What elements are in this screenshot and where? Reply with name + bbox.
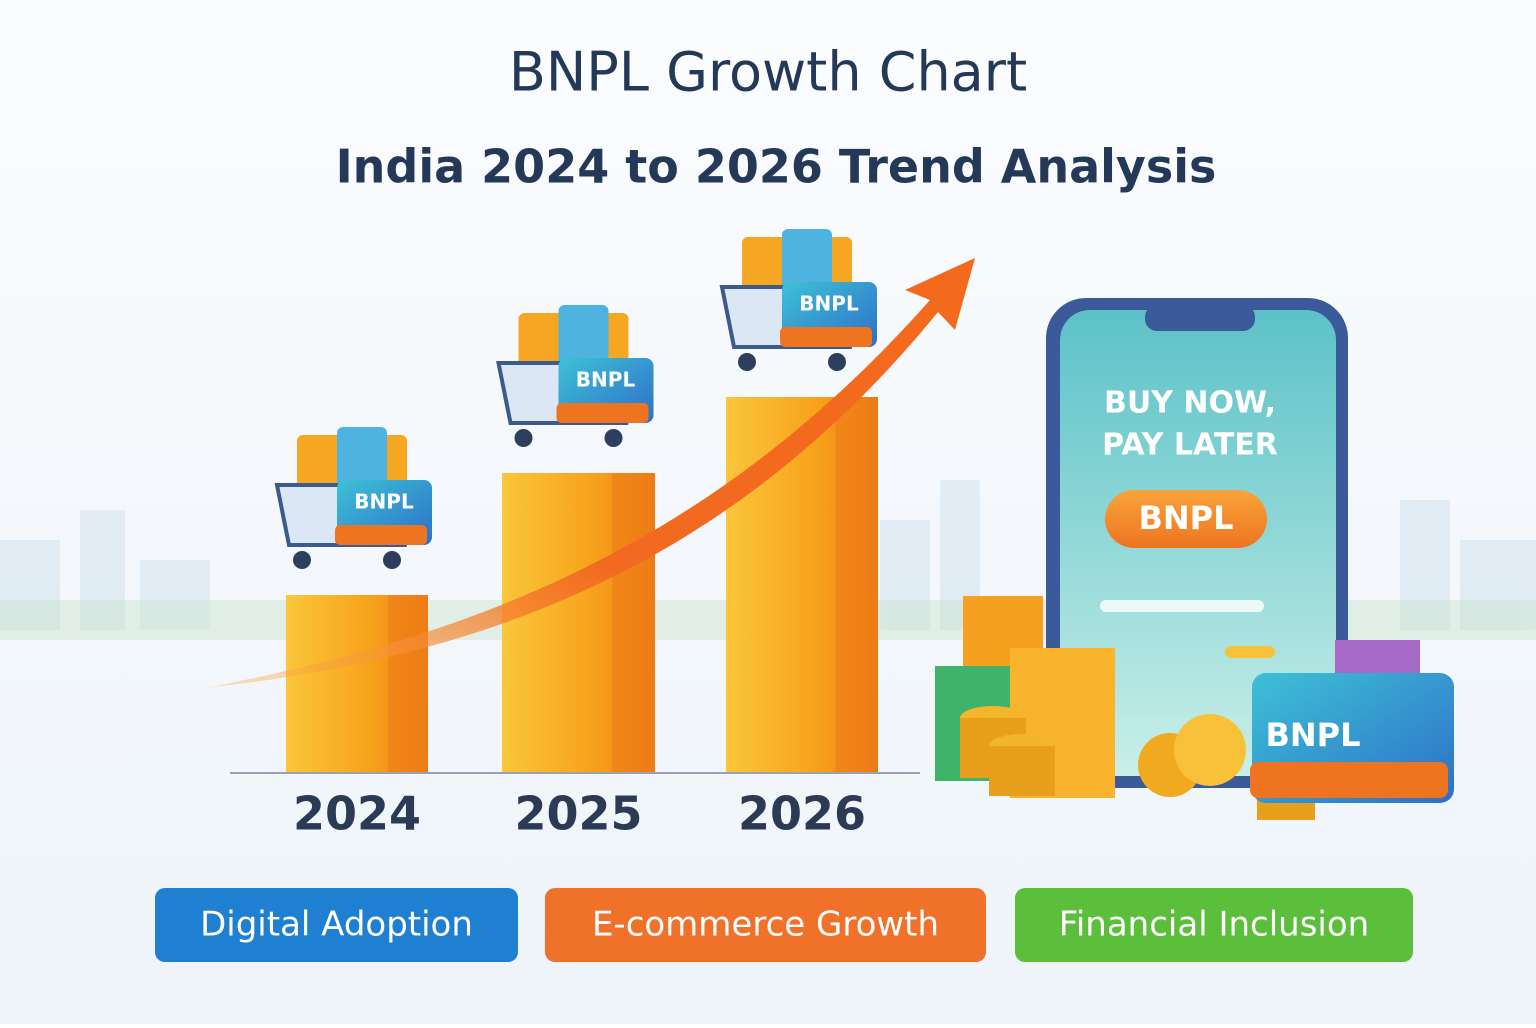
x-tick-label: 2024	[293, 787, 421, 841]
x-tick-label: 2026	[738, 787, 866, 841]
cart-label: BNPL	[799, 292, 859, 316]
chart-subtitle: India 2024 to 2026 Trend Analysis	[336, 140, 1217, 194]
cart: BNPL	[496, 305, 654, 447]
tags: Digital Adoption E-commerce Growth Financi…	[155, 888, 1413, 962]
cart-card-strip	[780, 327, 872, 347]
cart: BNPL	[719, 229, 877, 371]
phone: BUY NOW, PAY LATER BNPL	[1046, 298, 1348, 788]
cart-wheel	[738, 353, 756, 371]
cart: BNPL	[274, 427, 432, 569]
bar-shade	[388, 595, 428, 772]
bar-shade	[612, 473, 655, 772]
chart-title: BNPL Growth Chart	[509, 41, 1027, 104]
card-label: BNPL	[1265, 716, 1360, 754]
phone-button: BNPL	[1138, 499, 1233, 537]
cart-wheel	[828, 353, 846, 371]
cart-label: BNPL	[354, 490, 414, 514]
cart-label: BNPL	[576, 368, 636, 392]
tag-label: Digital Adoption	[200, 905, 473, 945]
tag-pill	[155, 888, 518, 962]
tag-pill	[545, 888, 986, 962]
phone-headline: BUY NOW,	[1104, 386, 1276, 421]
bar-shade	[835, 397, 878, 772]
card: BNPL	[1250, 673, 1454, 803]
tag-label: E-commerce Growth	[592, 905, 939, 945]
phone-headline: PAY LATER	[1102, 428, 1278, 463]
cart-card-strip	[556, 403, 649, 423]
cart-wheel	[604, 429, 623, 447]
cart-wheel	[383, 551, 401, 569]
cart-wheel	[293, 551, 311, 569]
cart-goods	[558, 305, 609, 375]
cart-wheel	[514, 429, 533, 447]
tag-label: Financial Inclusion	[1059, 905, 1369, 945]
cart-goods	[337, 427, 387, 497]
tag-pill	[1015, 888, 1413, 962]
x-tick-label: 2025	[514, 787, 642, 841]
cart-card-strip	[335, 525, 427, 545]
cart-goods	[782, 229, 832, 299]
